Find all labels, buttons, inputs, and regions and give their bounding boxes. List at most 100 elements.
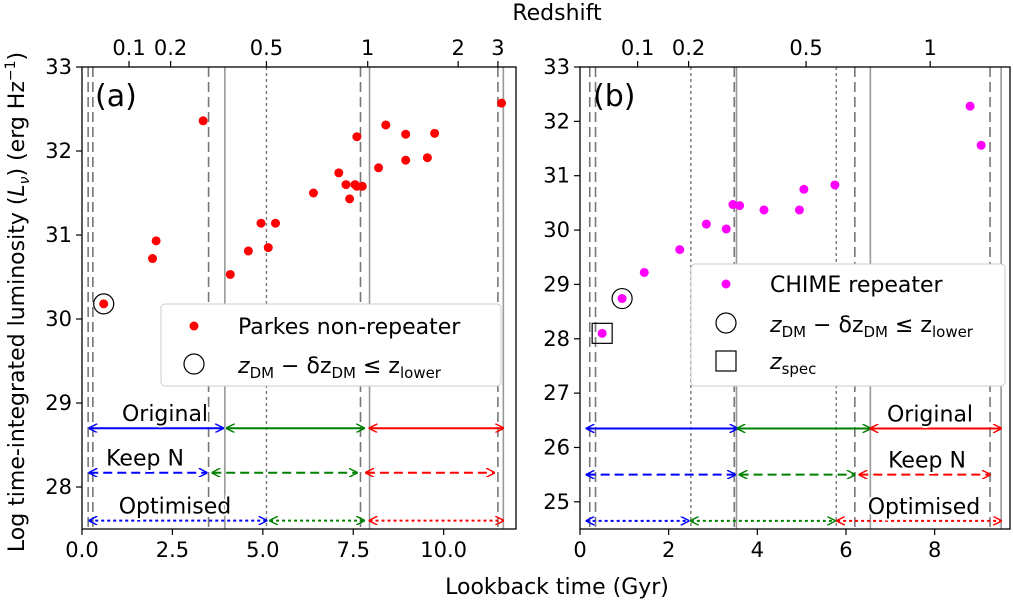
panel-b-frame <box>579 66 1011 530</box>
data-point <box>965 101 975 111</box>
panel-a-frame <box>81 66 517 530</box>
data-point <box>735 201 745 211</box>
data-point <box>728 200 738 210</box>
y-axis-title: Log time-integrated luminosity (Lν) (erg… <box>3 52 33 552</box>
panel-b-bin-arrows <box>587 428 1001 520</box>
legend-square-marker <box>715 350 737 372</box>
highlight-square <box>591 322 613 344</box>
x-tick-label: 2 <box>662 538 675 562</box>
redshift-tick-label: 1 <box>361 36 374 60</box>
panel-a-bin-edges <box>87 67 505 529</box>
data-point <box>759 205 769 215</box>
legend-dot-marker <box>189 321 199 331</box>
data-point <box>345 194 355 204</box>
panel-a-bin-arrows <box>89 428 503 520</box>
y-tick-label: 31 <box>543 164 570 188</box>
y-tick-label: 32 <box>543 109 570 133</box>
data-point <box>799 184 809 194</box>
x-tick-label: 0 <box>573 538 586 562</box>
legend-circle-marker <box>715 312 737 334</box>
panel-b: Original Keep N Optimised 0 2 4 6 8 25 26 27 28 29 3… <box>543 36 1011 562</box>
data-point <box>352 132 362 142</box>
panel-b-redshift-ticks: 0.1 0.2 0.5 1 <box>621 36 937 67</box>
data-point <box>401 155 411 165</box>
redshift-tick-label: 0.2 <box>672 36 705 60</box>
data-point <box>263 243 273 253</box>
y-tick-label: 25 <box>543 490 570 514</box>
y-tick-label: 27 <box>543 381 570 405</box>
data-point <box>243 246 253 256</box>
data-point <box>976 140 986 150</box>
x-tick-label: 0.0 <box>65 538 98 562</box>
redshift-tick-label: 0.2 <box>154 36 187 60</box>
data-point <box>617 294 627 304</box>
data-point <box>430 128 440 138</box>
redshift-tick-label: 0.5 <box>789 36 822 60</box>
bin-label: Original <box>887 402 973 427</box>
data-point <box>701 219 711 229</box>
x-tick-label: 5.0 <box>246 538 279 562</box>
y-tick-label: 31 <box>45 223 72 247</box>
redshift-tick-label: 2 <box>451 36 464 60</box>
panel-a-legend-box <box>160 303 502 387</box>
bin-label: Keep N <box>888 449 966 474</box>
data-point <box>357 181 367 191</box>
panel-a-points <box>93 98 507 315</box>
data-point <box>225 269 235 279</box>
data-point <box>256 218 266 228</box>
y-tick-label: 33 <box>45 55 72 79</box>
data-point <box>497 98 507 108</box>
panel-b-legend-box <box>690 263 1006 387</box>
y-tick-label: 29 <box>543 272 570 296</box>
legend-label-chime: CHIME repeater <box>770 273 944 298</box>
y-tick-label: 32 <box>45 139 72 163</box>
panel-a-redshift-ticks: 0.1 0.2 0.5 1 2 3 <box>112 36 505 67</box>
data-point <box>374 163 384 173</box>
data-point <box>151 236 161 246</box>
data-point <box>401 129 411 139</box>
data-point <box>422 153 432 163</box>
data-point <box>148 254 158 264</box>
data-point <box>341 180 351 190</box>
x-axis-title: Lookback time (Gyr) <box>445 575 669 600</box>
y-tick-label: 30 <box>543 218 570 242</box>
panel-a-legend: Parkes non-repeater zDM − δzDM ≤ zlower <box>160 303 502 387</box>
data-point <box>794 205 804 215</box>
redshift-axis-title: Redshift <box>512 1 602 26</box>
data-point <box>675 245 685 255</box>
panel-a-ticks: 0.0 2.5 5.0 7.5 10.0 28 29 30 31 32 33 <box>45 55 467 562</box>
redshift-tick-label: 3 <box>491 36 504 60</box>
redshift-tick-label: 0.1 <box>621 36 654 60</box>
x-tick-label: 6 <box>839 538 852 562</box>
y-tick-label: 33 <box>543 55 570 79</box>
legend-label-zdm: zDM − δzDM ≤ zlower <box>237 354 442 382</box>
x-tick-label: 2.5 <box>156 538 189 562</box>
data-point <box>721 224 731 234</box>
bin-label: Keep N <box>106 447 184 472</box>
bin-label: Original <box>122 402 208 427</box>
x-tick-label: 8 <box>928 538 941 562</box>
data-point <box>99 299 109 309</box>
panel-a: Original Keep N Optimised 0.0 2.5 5.0 7.5 10.0… <box>45 36 517 562</box>
y-tick-label: 30 <box>45 307 72 331</box>
legend-label-zdm: zDM − δzDM ≤ zlower <box>769 313 974 341</box>
legend-label-parkes: Parkes non-repeater <box>238 315 461 340</box>
highlight-circle <box>611 287 633 310</box>
highlight-circle <box>93 293 115 315</box>
redshift-tick-label: 0.1 <box>112 36 145 60</box>
data-point <box>334 168 344 178</box>
y-tick-label: 28 <box>543 327 570 351</box>
data-point <box>308 188 318 198</box>
panel-b-label: (b) <box>593 79 635 114</box>
x-tick-label: 7.5 <box>337 538 370 562</box>
panel-b-bin-labels: Original Keep N Optimised <box>866 400 983 521</box>
y-tick-label: 29 <box>45 391 72 415</box>
legend-dot-marker <box>721 279 731 289</box>
bin-label: Optimised <box>119 495 232 520</box>
redshift-tick-label: 0.5 <box>250 36 283 60</box>
legend-circle-marker <box>183 353 205 375</box>
data-point <box>270 218 280 228</box>
y-tick-label: 28 <box>45 475 72 499</box>
panel-b-legend: CHIME repeater zDM − δzDM ≤ zlower zspec <box>690 263 1006 387</box>
